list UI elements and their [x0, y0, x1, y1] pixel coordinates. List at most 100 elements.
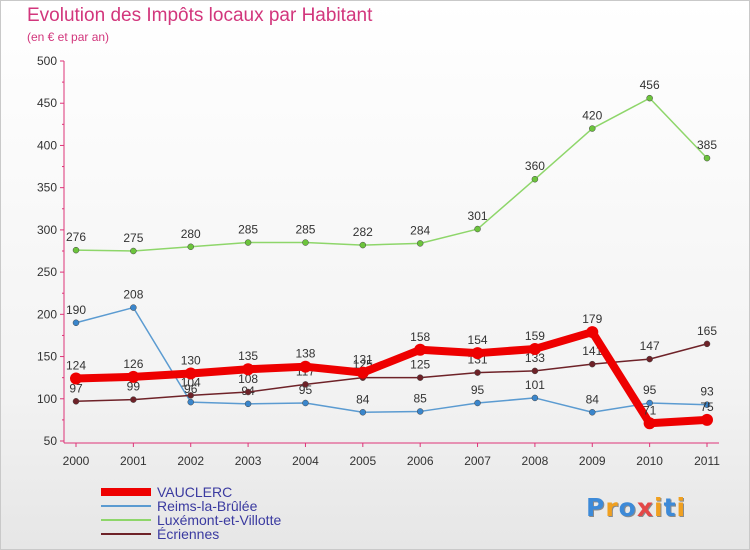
data-point-ecriennes	[474, 369, 481, 376]
data-point-luxemont-et-villotte	[474, 225, 481, 233]
data-point-luxemont-et-villotte	[646, 94, 653, 102]
y-tick-label: 350	[37, 181, 57, 195]
x-tick-label: 2000	[63, 454, 90, 468]
data-label-reims-la-brulee: 84	[356, 392, 370, 406]
x-tick-label: 2002	[177, 454, 204, 468]
data-label-vauclerc: 130	[181, 353, 201, 367]
series-line-ecriennes	[75, 343, 708, 403]
data-point-vauclerc	[471, 347, 484, 360]
data-point-reims-la-brulee	[646, 399, 653, 407]
data-point-vauclerc	[299, 360, 312, 373]
logo-letter: i	[654, 493, 664, 522]
data-label-luxemont-et-villotte: 385	[697, 138, 717, 152]
data-point-vauclerc	[701, 413, 713, 426]
data-label-vauclerc: 179	[582, 312, 602, 326]
series-line-luxemont-et-villotte	[75, 97, 708, 252]
data-label-reims-la-brulee: 96	[184, 382, 198, 396]
y-tick-label: 300	[37, 223, 57, 237]
y-tick-label: 400	[37, 138, 57, 152]
data-label-ecriennes: 99	[127, 380, 141, 394]
data-point-reims-la-brulee	[474, 399, 481, 407]
chart-title: Evolution des Impôts locaux par Habitant	[27, 5, 373, 26]
data-label-luxemont-et-villotte: 285	[238, 223, 258, 237]
data-point-reims-la-brulee	[589, 409, 596, 416]
data-label-luxemont-et-villotte: 282	[353, 225, 373, 239]
data-point-ecriennes	[130, 396, 137, 403]
legend-item-ecriennes: Écriennes	[101, 526, 281, 542]
data-label-ecriennes: 165	[697, 324, 717, 338]
data-label-reims-la-brulee: 93	[700, 385, 714, 399]
data-point-luxemont-et-villotte	[302, 239, 309, 246]
legend-item-vauclerc: VAUCLERC	[101, 484, 281, 500]
data-label-vauclerc: 124	[66, 359, 86, 373]
legend-swatch	[101, 505, 151, 507]
chart-subtitle: (en € et par an)	[27, 30, 110, 44]
data-point-ecriennes	[72, 398, 80, 405]
data-point-reims-la-brulee	[531, 394, 539, 402]
x-tick-label: 2005	[349, 454, 376, 468]
data-label-reims-la-brulee: 95	[643, 383, 657, 397]
data-label-reims-la-brulee: 101	[525, 378, 545, 392]
data-point-reims-la-brulee	[359, 409, 367, 416]
x-tick-label: 2010	[636, 454, 663, 468]
x-tick-label: 2003	[235, 454, 262, 468]
data-label-vauclerc: 135	[238, 349, 258, 363]
data-label-ecriennes: 104	[181, 375, 201, 389]
legend-item-luxemont: Luxémont-et-Villotte	[101, 512, 281, 528]
data-point-reims-la-brulee	[244, 400, 252, 408]
data-point-reims-la-brulee	[130, 304, 137, 311]
data-point-ecriennes	[703, 340, 711, 348]
x-tick-label: 2008	[522, 454, 549, 468]
data-label-vauclerc: 131	[353, 353, 373, 367]
data-label-vauclerc: 158	[410, 330, 430, 344]
data-point-reims-la-brulee	[187, 398, 194, 406]
data-label-reims-la-brulee: 95	[471, 383, 485, 397]
logo-letter: t	[663, 493, 677, 522]
data-point-luxemont-et-villotte	[72, 246, 80, 254]
x-tick-label: 2006	[407, 454, 434, 468]
data-label-luxemont-et-villotte: 285	[295, 223, 315, 237]
data-point-vauclerc	[586, 326, 599, 339]
data-point-reims-la-brulee	[703, 401, 711, 408]
data-point-ecriennes	[646, 355, 653, 363]
data-label-reims-la-brulee: 85	[414, 391, 428, 405]
y-tick-label: 150	[37, 350, 57, 364]
data-point-vauclerc	[184, 367, 197, 380]
y-tick-label: 250	[37, 265, 57, 279]
data-point-ecriennes	[187, 392, 194, 399]
legend-label: VAUCLERC	[157, 484, 233, 500]
legend-swatch	[101, 519, 151, 521]
data-point-luxemont-et-villotte	[703, 154, 711, 162]
data-point-reims-la-brulee	[72, 319, 80, 327]
data-label-luxemont-et-villotte: 420	[582, 109, 602, 123]
data-label-reims-la-brulee: 208	[123, 288, 143, 302]
data-label-ecriennes: 108	[238, 372, 258, 386]
proxiti-logo: Proxiti	[586, 493, 686, 522]
logo-letter: o	[618, 493, 637, 522]
y-tick-label: 500	[37, 54, 57, 68]
data-label-reims-la-brulee: 84	[586, 392, 600, 406]
data-point-luxemont-et-villotte	[244, 239, 252, 246]
data-label-luxemont-et-villotte: 456	[640, 78, 660, 92]
x-tick-label: 2001	[120, 454, 147, 468]
data-point-vauclerc	[356, 366, 369, 379]
logo-letter: x	[636, 493, 654, 522]
y-tick-label: 450	[37, 96, 57, 110]
data-point-luxemont-et-villotte	[531, 175, 539, 183]
x-tick-label: 2007	[464, 454, 491, 468]
data-label-ecriennes: 97	[69, 381, 83, 395]
x-tick-label: 2011	[694, 454, 720, 468]
data-label-reims-la-brulee: 190	[66, 303, 86, 317]
data-point-luxemont-et-villotte	[187, 243, 194, 251]
legend-label: Reims-la-Brûlée	[157, 498, 258, 514]
data-point-luxemont-et-villotte	[359, 241, 367, 249]
data-point-ecriennes	[589, 360, 596, 368]
data-point-vauclerc	[414, 343, 427, 356]
data-label-luxemont-et-villotte: 275	[123, 231, 143, 245]
data-point-vauclerc	[643, 417, 656, 430]
data-point-reims-la-brulee	[416, 408, 424, 415]
data-label-luxemont-et-villotte: 276	[66, 230, 86, 244]
data-point-vauclerc	[528, 342, 541, 355]
data-label-vauclerc: 159	[525, 329, 545, 343]
